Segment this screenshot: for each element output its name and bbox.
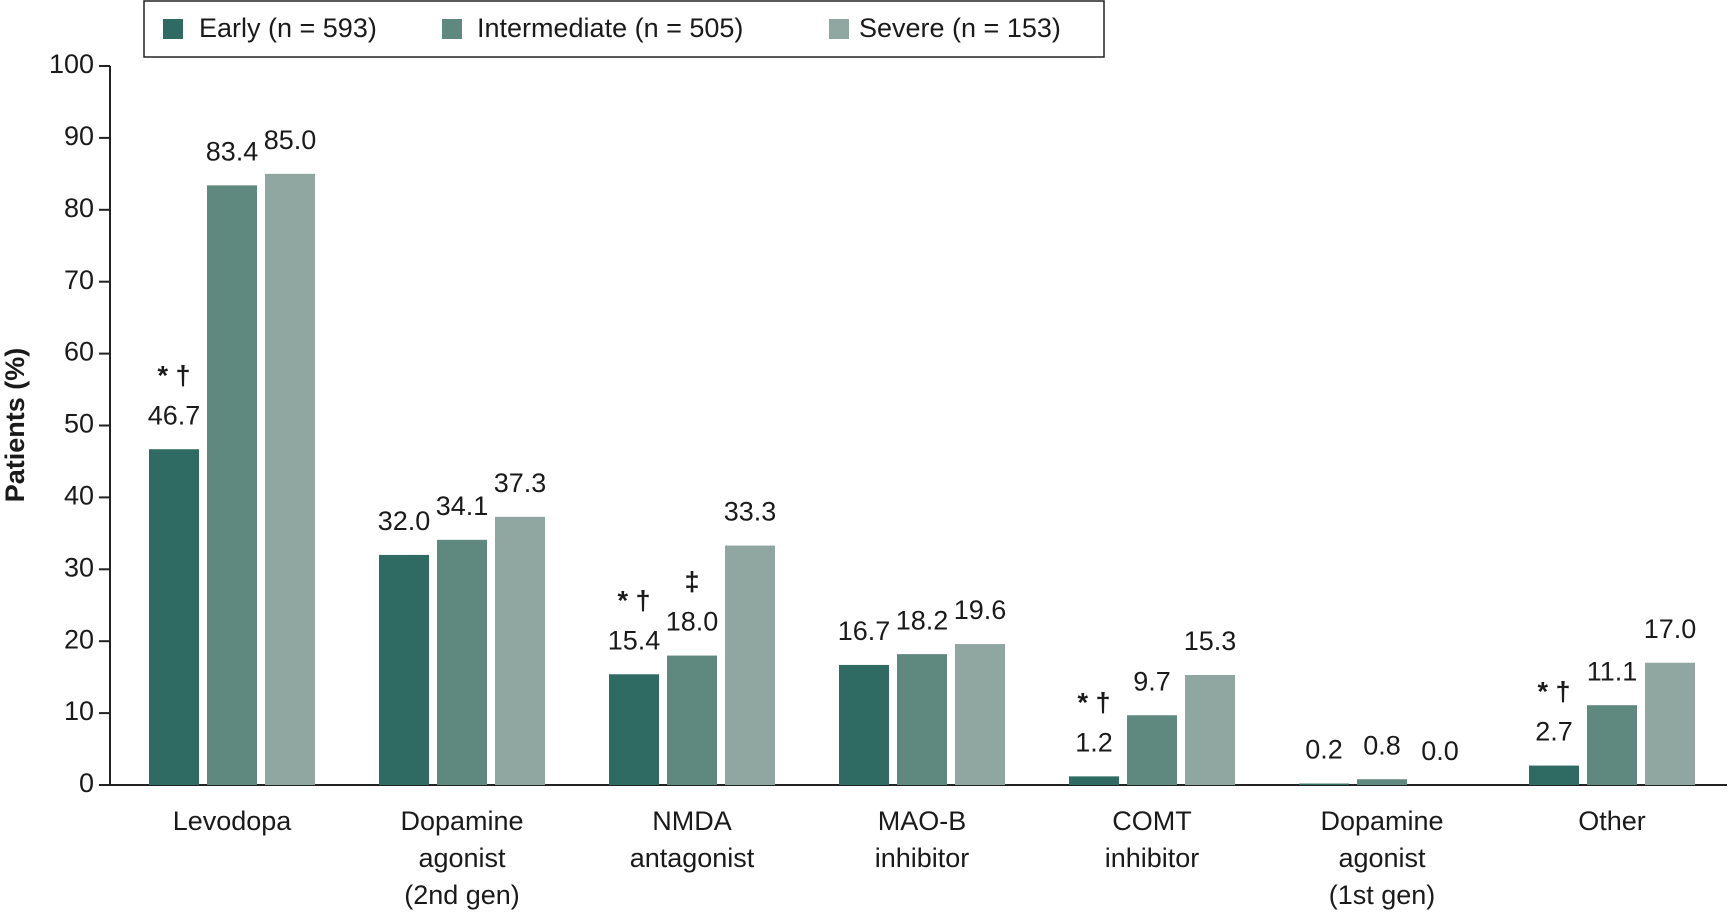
x-tick-label: MAO-B (878, 806, 967, 836)
value-label: 0.2 (1305, 735, 1343, 765)
y-tick-label: 40 (64, 481, 94, 511)
bar (725, 545, 775, 785)
y-tick-label: 90 (64, 121, 94, 151)
x-tick-label: (1st gen) (1329, 880, 1436, 910)
bar (1185, 674, 1235, 785)
value-label: 18.0 (666, 607, 719, 637)
bar (265, 173, 315, 786)
value-label: 0.0 (1421, 736, 1459, 766)
value-label: 46.7 (148, 400, 201, 430)
legend-label: Early (n = 593) (199, 13, 377, 43)
y-tick-label: 70 (64, 265, 94, 295)
value-label: 16.7 (838, 616, 891, 646)
y-tick-label: 0 (79, 768, 94, 798)
bar (955, 644, 1005, 785)
value-label: 2.7 (1535, 717, 1573, 747)
value-label: 15.3 (1184, 626, 1237, 656)
legend-label: Severe (n = 153) (859, 13, 1061, 43)
significance-marker: * † (1537, 677, 1570, 707)
significance-marker: * † (157, 360, 190, 390)
bar (839, 664, 889, 785)
value-label: 33.3 (724, 497, 777, 527)
value-label: 19.6 (954, 595, 1007, 625)
value-label: 32.0 (378, 506, 431, 536)
bar (1587, 705, 1637, 785)
significance-marker: * † (1077, 687, 1110, 717)
x-tick-label: Other (1578, 806, 1646, 836)
bar (897, 654, 947, 785)
bar (1069, 776, 1119, 785)
y-tick-label: 60 (64, 337, 94, 367)
bar (379, 554, 429, 785)
x-tick-label: Levodopa (173, 806, 293, 836)
bar (1357, 779, 1407, 785)
significance-marker: ‡ (684, 567, 699, 597)
y-tick-label: 50 (64, 409, 94, 439)
bar (207, 185, 257, 785)
x-tick-label: antagonist (630, 843, 755, 873)
bar (495, 516, 545, 785)
bar (609, 674, 659, 785)
legend-label: Intermediate (n = 505) (477, 13, 743, 43)
value-label: 34.1 (436, 491, 489, 521)
y-tick-label: 100 (49, 49, 94, 79)
value-label: 9.7 (1133, 666, 1171, 696)
value-label: 85.0 (264, 125, 317, 155)
y-tick-label: 30 (64, 552, 94, 582)
x-tick-label: Dopamine (1320, 806, 1443, 836)
bar (149, 449, 199, 785)
bar (1299, 783, 1349, 785)
x-tick-label: inhibitor (1105, 843, 1200, 873)
value-label: 37.3 (494, 468, 547, 498)
value-label: 17.0 (1644, 614, 1697, 644)
legend-box (143, 0, 1105, 58)
value-label: 11.1 (1587, 656, 1638, 686)
significance-marker: * † (617, 585, 650, 615)
x-tick-label: (2nd gen) (404, 880, 520, 910)
y-axis-title: Patients (%) (0, 348, 30, 503)
value-label: 18.2 (896, 605, 949, 635)
x-tick-label: agonist (418, 843, 506, 873)
value-label: 83.4 (206, 136, 259, 166)
bar (1645, 662, 1695, 785)
legend-swatch (163, 19, 183, 39)
legend-swatch (829, 19, 849, 39)
bar (667, 655, 717, 785)
bar (1529, 765, 1579, 785)
value-label: 0.8 (1363, 730, 1401, 760)
bar (437, 539, 487, 785)
x-tick-label: COMT (1112, 806, 1191, 836)
y-tick-label: 20 (64, 624, 94, 654)
x-tick-label: Dopamine (400, 806, 523, 836)
legend-swatch (442, 19, 462, 39)
x-tick-label: inhibitor (875, 843, 970, 873)
bar (1127, 715, 1177, 785)
y-tick-label: 10 (64, 696, 94, 726)
value-label: 15.4 (608, 625, 661, 655)
x-tick-label: NMDA (652, 806, 732, 836)
y-tick-label: 80 (64, 193, 94, 223)
x-tick-label: agonist (1338, 843, 1426, 873)
value-label: 1.2 (1075, 727, 1113, 757)
